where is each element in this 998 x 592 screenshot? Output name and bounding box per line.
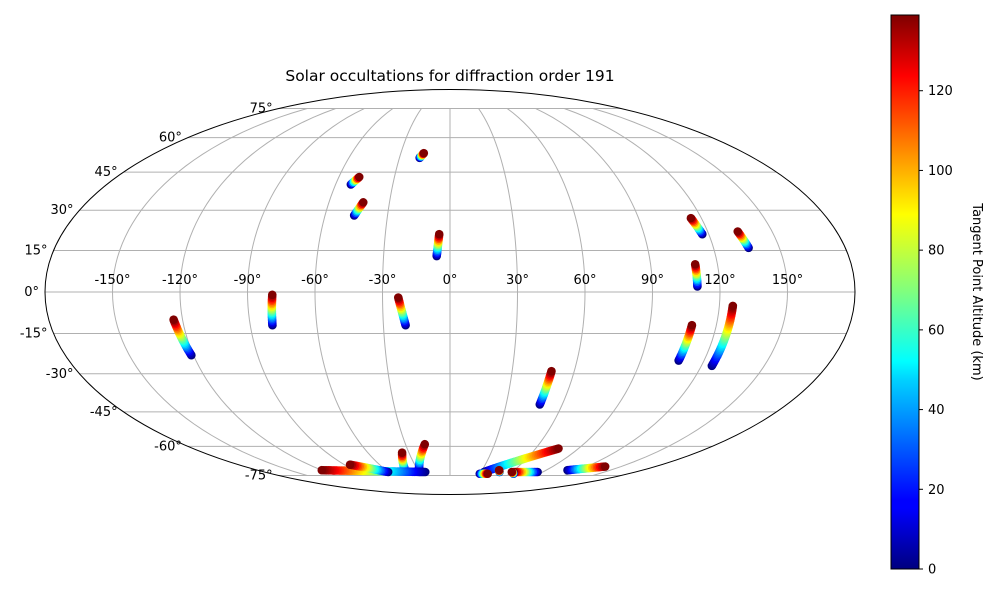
lat-tick-label: 30° xyxy=(50,203,73,218)
lon-tick-label: 150° xyxy=(772,273,803,288)
occultation-track xyxy=(393,293,410,330)
occultation-track xyxy=(475,469,492,479)
track-point xyxy=(547,366,556,376)
lat-tick-label: -15° xyxy=(20,326,48,341)
track-point xyxy=(494,465,504,475)
occultation-track xyxy=(690,260,702,291)
lon-gridline xyxy=(179,108,336,476)
track-point xyxy=(733,227,743,236)
graticule xyxy=(45,108,855,476)
lat-tick-label: -30° xyxy=(46,367,74,382)
lon-tick-label: 90° xyxy=(641,273,664,288)
track-point xyxy=(169,315,178,325)
lon-tick-label: -90° xyxy=(234,273,262,288)
lon-gridline xyxy=(246,108,365,476)
occultation-track xyxy=(349,198,368,220)
occultation-track xyxy=(509,467,542,477)
track-point xyxy=(690,260,700,269)
lon-tick-label: 120° xyxy=(704,273,735,288)
lon-gridline xyxy=(506,108,586,476)
occultation-track xyxy=(494,465,504,477)
lat-tick-label: 45° xyxy=(95,165,118,180)
occultation-track xyxy=(563,462,610,475)
lon-gridline xyxy=(381,108,422,476)
occultation-track xyxy=(479,444,563,477)
lat-tick-label: 15° xyxy=(25,244,48,259)
track-point xyxy=(554,444,563,453)
track-point xyxy=(397,448,407,458)
occultation-track xyxy=(535,366,556,409)
lat-tick-label: 60° xyxy=(159,131,182,146)
lon-gridline xyxy=(592,108,789,476)
lat-tick-label: -60° xyxy=(154,439,182,454)
lat-tick-label: -45° xyxy=(90,405,118,420)
occultation-track xyxy=(267,290,277,330)
lon-gridline xyxy=(314,108,394,476)
lon-tick-label: -120° xyxy=(162,273,198,288)
lon-gridline xyxy=(535,108,654,476)
colorbar-tick-label: 40 xyxy=(928,403,945,418)
track-point xyxy=(687,320,697,330)
occultation-tracks xyxy=(169,148,753,479)
lon-tick-label: 0° xyxy=(443,273,458,288)
colorbar-tick-label: 120 xyxy=(928,84,953,99)
lon-tick-label: -150° xyxy=(94,273,130,288)
track-point xyxy=(345,460,355,469)
occultation-track xyxy=(707,301,738,371)
latitude-tick-labels: -75° -60° -45° -30° -15° 0° 15° 30° 45° 60° 75° xyxy=(20,102,273,484)
colorbar-ticks: 0 20 40 60 80 100 120 xyxy=(919,84,953,578)
lon-tick-label: 60° xyxy=(573,273,596,288)
colorbar-label: Tangent Point Altitude (km) xyxy=(969,202,984,380)
lon-tick-label: -60° xyxy=(301,273,329,288)
occultation-track xyxy=(507,467,518,479)
occultation-track xyxy=(346,172,364,189)
lat-tick-label: 75° xyxy=(250,102,273,117)
occultation-track xyxy=(345,460,393,477)
track-point xyxy=(267,290,277,300)
colorbar-tick-label: 100 xyxy=(928,164,953,179)
chart-title: Solar occultations for diffraction order… xyxy=(285,67,614,85)
track-point xyxy=(728,301,738,311)
track-point xyxy=(686,213,696,223)
occultation-track xyxy=(415,148,429,163)
map-outline xyxy=(44,89,856,495)
lon-gridline xyxy=(111,108,308,476)
track-point xyxy=(317,465,327,475)
occultation-track xyxy=(674,320,697,365)
track-point xyxy=(354,172,364,182)
occultation-track xyxy=(686,213,707,239)
track-point xyxy=(393,293,403,302)
track-point xyxy=(419,148,429,158)
occultation-track xyxy=(169,315,196,360)
occultation-track xyxy=(733,227,753,253)
colorbar xyxy=(890,14,920,570)
colorbar-tick-label: 60 xyxy=(928,323,945,338)
track-point xyxy=(420,439,430,449)
colorbar-tick-label: 20 xyxy=(928,483,945,498)
longitude-tick-labels: -150° -120° -90° -60° -30° 0° 30° 60° 90° 120° 150… xyxy=(94,273,803,288)
lon-gridline xyxy=(564,108,721,476)
occultation-track xyxy=(432,229,444,261)
track-point xyxy=(483,469,492,479)
lat-tick-label: -75° xyxy=(245,468,273,483)
lon-tick-label: -30° xyxy=(369,273,397,288)
track-point xyxy=(358,198,368,207)
colorbar-tick-label: 80 xyxy=(928,244,945,259)
colorbar-tick-label: 0 xyxy=(928,563,936,578)
lat-tick-label: 0° xyxy=(24,285,39,300)
track-point xyxy=(434,229,444,239)
lon-tick-label: 30° xyxy=(506,273,529,288)
track-point xyxy=(507,467,517,477)
track-point xyxy=(600,462,610,471)
lon-gridline xyxy=(478,108,519,476)
